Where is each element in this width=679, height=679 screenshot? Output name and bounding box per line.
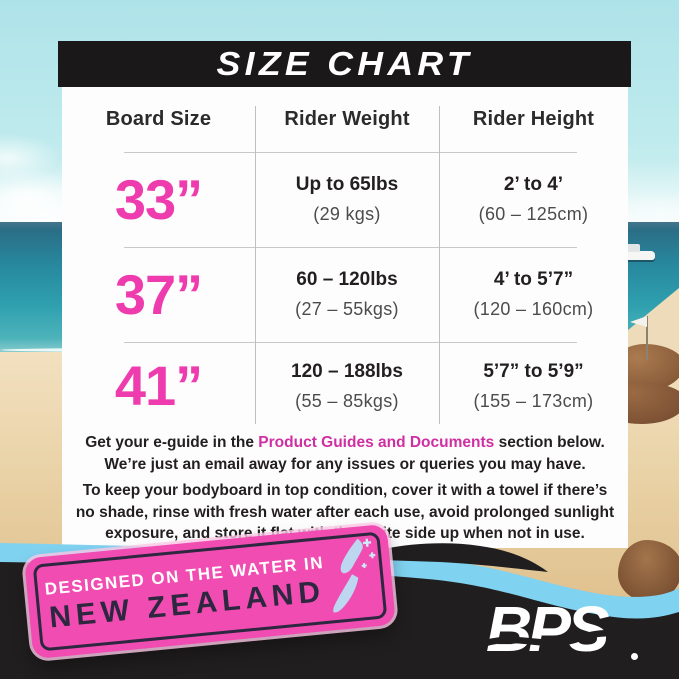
board-size-value-row1: 33” — [114, 167, 203, 231]
star-icon — [362, 538, 372, 547]
banner-title: SIZE CHART — [216, 45, 473, 82]
product-guides-link: Product Guides and Documents — [258, 434, 495, 451]
rider-weight-row3: 120 – 188lbs (55 – 85kgs) — [291, 360, 403, 411]
table-header-rider-height: Rider Height — [472, 108, 595, 130]
rider-weight-row2: 60 – 120lbs (27 – 55kgs) — [295, 269, 399, 319]
rock-icon — [618, 540, 679, 602]
boat-icon — [621, 251, 655, 260]
bps-logo-swoosh — [480, 625, 656, 649]
size-chart-card: Board Size Rider Weight Rider Height 33”… — [62, 87, 628, 548]
row-divider — [124, 342, 577, 343]
rider-weight-row1: Up to 65lbs (29 kgs) — [295, 174, 399, 224]
registered-mark: ® — [631, 653, 638, 660]
board-size-value-row3: 41” — [114, 354, 203, 417]
notes-eguide-line1: Get your e-guide in the Product Guides a… — [85, 434, 605, 451]
rider-height-row2: 4’ to 5’7” (120 – 160cm) — [473, 269, 594, 319]
board-size-value-row2: 37” — [114, 262, 203, 326]
flag-icon — [630, 316, 647, 327]
size-chart-banner: SIZE CHART — [58, 41, 631, 87]
star-icon — [369, 552, 376, 559]
rider-height-row1: 2’ to 4’ (60 – 125cm) — [478, 174, 589, 224]
black-wave-crest — [350, 543, 548, 572]
boat-icon — [627, 244, 640, 252]
notes-eguide-line2: We’re just an email away for any issues … — [104, 455, 586, 473]
star-icon — [361, 563, 367, 569]
table-header-rider-weight: Rider Weight — [284, 108, 410, 130]
designed-in-nz-stamp: DESIGNED ON THE WATER IN NEW ZEALAND — [23, 523, 397, 660]
rider-height-row3: 5’7” to 5’9” (155 – 173cm) — [473, 360, 594, 411]
bps-logo-text: BPS — [486, 593, 610, 665]
row-divider — [124, 247, 577, 248]
column-divider — [255, 106, 256, 424]
bps-logo: BPS ® — [480, 590, 656, 674]
table-header-board-size: Board Size — [105, 108, 212, 130]
flag-icon — [646, 316, 648, 360]
new-zealand-map-icon — [333, 538, 376, 613]
notes-block: Get your e-guide in the Product Guides a… — [62, 432, 628, 545]
row-divider — [124, 152, 577, 153]
column-divider — [439, 106, 440, 424]
